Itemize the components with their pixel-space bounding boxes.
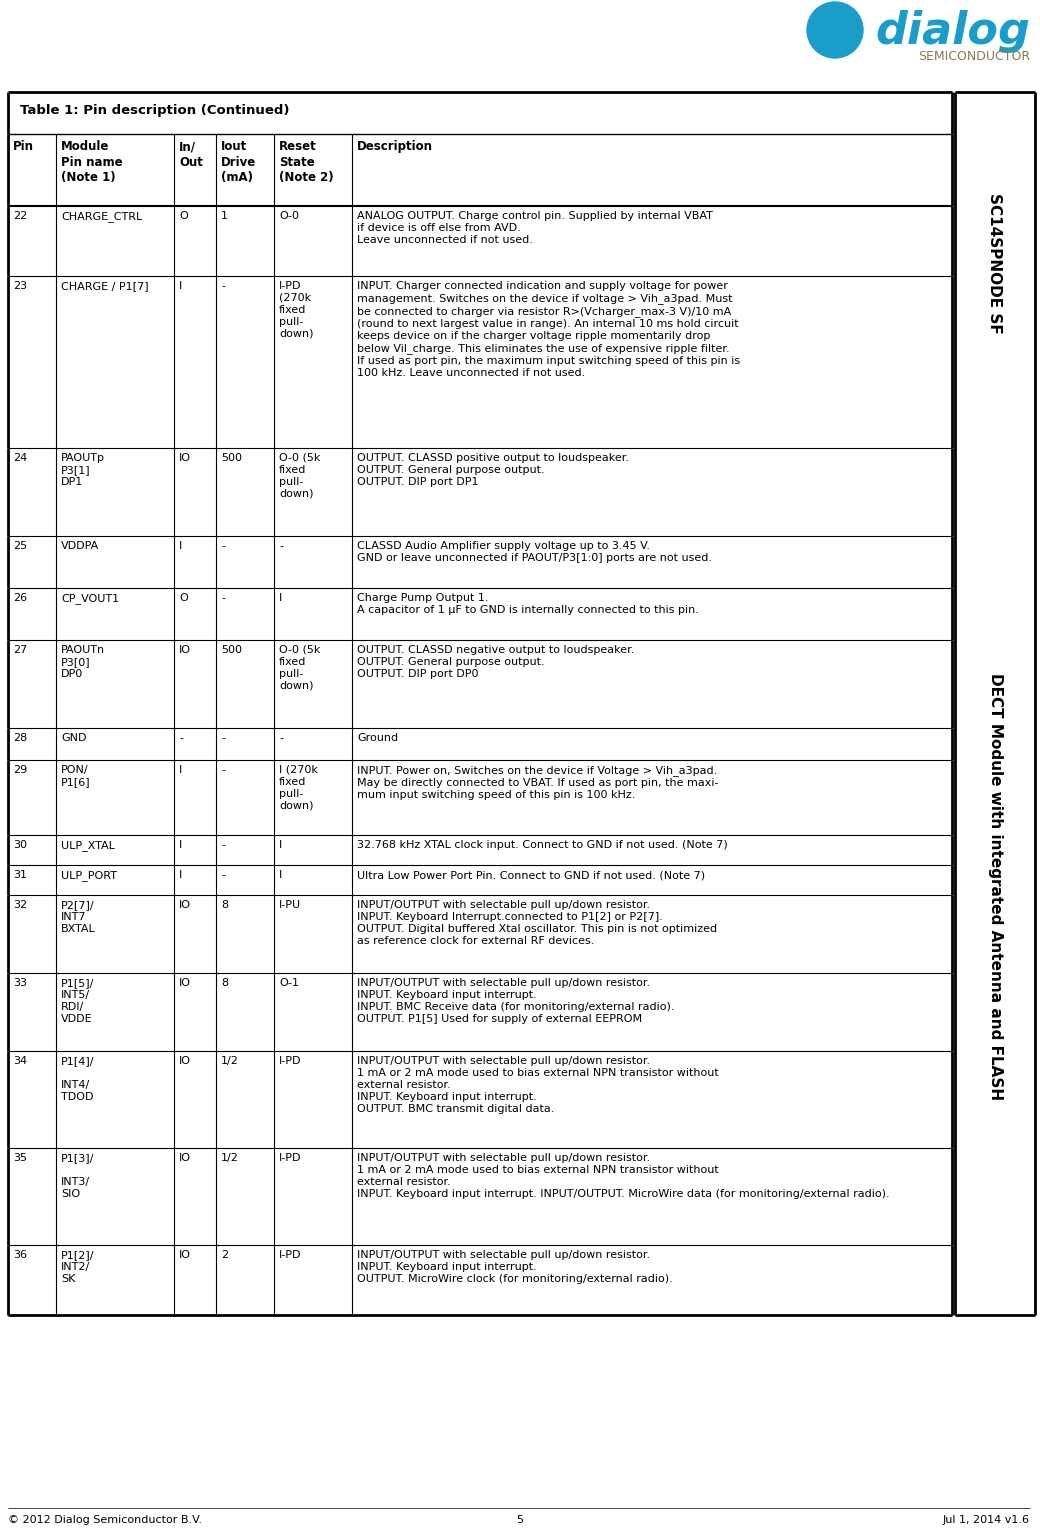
- Text: INPUT/OUTPUT with selectable pull up/down resistor.
INPUT. Keyboard input interr: INPUT/OUTPUT with selectable pull up/dow…: [357, 1250, 673, 1284]
- Text: CHARGE_CTRL: CHARGE_CTRL: [61, 211, 142, 222]
- Text: 34: 34: [12, 1056, 27, 1067]
- Text: -: -: [222, 840, 225, 850]
- Text: I: I: [179, 542, 182, 551]
- Text: OUTPUT. CLASSD negative output to loudspeaker.
OUTPUT. General purpose output.
O: OUTPUT. CLASSD negative output to loudsp…: [357, 645, 634, 679]
- Text: 23: 23: [12, 282, 27, 291]
- Text: CP_VOUT1: CP_VOUT1: [61, 593, 120, 603]
- Text: Pin: Pin: [12, 140, 34, 152]
- Text: 8: 8: [222, 900, 228, 910]
- Text: 2: 2: [222, 1250, 228, 1260]
- Text: IO: IO: [179, 1056, 191, 1067]
- Text: Description: Description: [357, 140, 433, 152]
- Text: INPUT. Power on, Switches on the device if Voltage > Vih_a3pad.
May be directly : INPUT. Power on, Switches on the device …: [357, 765, 719, 800]
- Text: P1[4]/

INT4/
TDOD: P1[4]/ INT4/ TDOD: [61, 1056, 95, 1102]
- Text: I-PD: I-PD: [279, 1250, 302, 1260]
- Text: 8: 8: [222, 977, 228, 988]
- Text: I-PD: I-PD: [279, 1056, 302, 1067]
- Text: -: -: [222, 870, 225, 880]
- Text: -: -: [279, 733, 283, 743]
- Text: I-PD
(270k
fixed
pull-
down): I-PD (270k fixed pull- down): [279, 282, 313, 339]
- Text: P1[3]/

INT3/
SIO: P1[3]/ INT3/ SIO: [61, 1153, 95, 1199]
- Text: -: -: [222, 733, 225, 743]
- Text: I: I: [179, 282, 182, 291]
- Text: -: -: [222, 542, 225, 551]
- Text: INPUT/OUTPUT with selectable pull up/down resistor.
1 mA or 2 mA mode used to bi: INPUT/OUTPUT with selectable pull up/dow…: [357, 1153, 889, 1199]
- Text: INPUT/OUTPUT with selectable pull up/down resistor.
INPUT. Keyboard Interrupt.co: INPUT/OUTPUT with selectable pull up/dow…: [357, 900, 718, 946]
- Text: Ground: Ground: [357, 733, 398, 743]
- Text: ULP_PORT: ULP_PORT: [61, 870, 116, 880]
- Text: O-1: O-1: [279, 977, 300, 988]
- Text: INPUT. Charger connected indication and supply voltage for power
management. Swi: INPUT. Charger connected indication and …: [357, 282, 740, 377]
- Text: 1/2: 1/2: [222, 1056, 239, 1067]
- Text: I: I: [279, 870, 282, 880]
- Text: I: I: [179, 840, 182, 850]
- Text: -: -: [222, 282, 225, 291]
- Text: I-PU: I-PU: [279, 900, 302, 910]
- Text: Iout
Drive
(mA): Iout Drive (mA): [222, 140, 256, 185]
- Text: IO: IO: [179, 1250, 191, 1260]
- Text: 26: 26: [12, 593, 27, 603]
- Text: Jul 1, 2014 v1.6: Jul 1, 2014 v1.6: [943, 1514, 1030, 1525]
- Text: -: -: [279, 542, 283, 551]
- Text: INPUT/OUTPUT with selectable pull up/down resistor.
1 mA or 2 mA mode used to bi: INPUT/OUTPUT with selectable pull up/dow…: [357, 1056, 719, 1114]
- Text: 500: 500: [222, 645, 242, 656]
- Text: P2[7]/
INT7
BXTAL: P2[7]/ INT7 BXTAL: [61, 900, 96, 934]
- Text: 33: 33: [12, 977, 27, 988]
- Text: O: O: [179, 593, 188, 603]
- Text: -: -: [179, 733, 183, 743]
- Text: ◔: ◔: [806, 18, 844, 62]
- Text: PON/
P1[6]: PON/ P1[6]: [61, 765, 90, 786]
- Text: O-0: O-0: [279, 211, 300, 222]
- Text: P1[5]/
INT5/
RDI/
VDDE: P1[5]/ INT5/ RDI/ VDDE: [61, 977, 95, 1023]
- Text: 25: 25: [12, 542, 27, 551]
- Text: 1/2: 1/2: [222, 1153, 239, 1163]
- Text: 31: 31: [12, 870, 27, 880]
- Text: INPUT/OUTPUT with selectable pull up/down resistor.
INPUT. Keyboard input interr: INPUT/OUTPUT with selectable pull up/dow…: [357, 977, 675, 1023]
- Text: Table 1: Pin description (Continued): Table 1: Pin description (Continued): [20, 105, 289, 117]
- Text: 29: 29: [12, 765, 27, 776]
- Text: 36: 36: [12, 1250, 27, 1260]
- Text: Module
Pin name
(Note 1): Module Pin name (Note 1): [61, 140, 123, 185]
- Text: VDDPA: VDDPA: [61, 542, 99, 551]
- Text: GND: GND: [61, 733, 86, 743]
- Text: -: -: [222, 593, 225, 603]
- Text: IO: IO: [179, 977, 191, 988]
- Circle shape: [807, 2, 863, 58]
- Text: 500: 500: [222, 452, 242, 463]
- Text: 35: 35: [12, 1153, 27, 1163]
- Text: 24: 24: [12, 452, 27, 463]
- Text: SC14SPNODE SF: SC14SPNODE SF: [988, 192, 1003, 334]
- Text: ANALOG OUTPUT. Charge control pin. Supplied by internal VBAT
if device is off el: ANALOG OUTPUT. Charge control pin. Suppl…: [357, 211, 712, 245]
- Text: 32.768 kHz XTAL clock input. Connect to GND if not used. (Note 7): 32.768 kHz XTAL clock input. Connect to …: [357, 840, 728, 850]
- Text: OUTPUT. CLASSD positive output to loudspeaker.
OUTPUT. General purpose output.
O: OUTPUT. CLASSD positive output to loudsp…: [357, 452, 629, 486]
- Text: Ultra Low Power Port Pin. Connect to GND if not used. (Note 7): Ultra Low Power Port Pin. Connect to GND…: [357, 870, 705, 880]
- Text: I: I: [179, 870, 182, 880]
- Text: O-0 (5k
fixed
pull-
down): O-0 (5k fixed pull- down): [279, 645, 320, 691]
- Text: In/
Out: In/ Out: [179, 140, 203, 168]
- Text: I (270k
fixed
pull-
down): I (270k fixed pull- down): [279, 765, 318, 811]
- Text: SEMICONDUCTOR: SEMICONDUCTOR: [918, 49, 1030, 63]
- Text: DECT Module with integrated Antenna and FLASH: DECT Module with integrated Antenna and …: [988, 674, 1003, 1100]
- Text: I: I: [279, 593, 282, 603]
- Text: 5: 5: [517, 1514, 523, 1525]
- Text: PAOUTn
P3[0]
DP0: PAOUTn P3[0] DP0: [61, 645, 105, 679]
- Text: IO: IO: [179, 1153, 191, 1163]
- Text: 32: 32: [12, 900, 27, 910]
- Text: PAOUTp
P3[1]
DP1: PAOUTp P3[1] DP1: [61, 452, 105, 486]
- Text: IO: IO: [179, 900, 191, 910]
- Text: Charge Pump Output 1.
A capacitor of 1 μF to GND is internally connected to this: Charge Pump Output 1. A capacitor of 1 μ…: [357, 593, 699, 616]
- Text: © 2012 Dialog Semiconductor B.V.: © 2012 Dialog Semiconductor B.V.: [8, 1514, 202, 1525]
- Text: 30: 30: [12, 840, 27, 850]
- Text: O: O: [179, 211, 188, 222]
- Text: 1: 1: [222, 211, 228, 222]
- Text: I: I: [279, 840, 282, 850]
- Text: Reset
State
(Note 2): Reset State (Note 2): [279, 140, 334, 185]
- Text: I-PD: I-PD: [279, 1153, 302, 1163]
- Text: dialog: dialog: [875, 9, 1030, 52]
- Text: O-0 (5k
fixed
pull-
down): O-0 (5k fixed pull- down): [279, 452, 320, 499]
- Text: 27: 27: [12, 645, 27, 656]
- Text: ULP_XTAL: ULP_XTAL: [61, 840, 114, 851]
- Text: 28: 28: [12, 733, 27, 743]
- Text: IO: IO: [179, 452, 191, 463]
- Text: CHARGE / P1[7]: CHARGE / P1[7]: [61, 282, 149, 291]
